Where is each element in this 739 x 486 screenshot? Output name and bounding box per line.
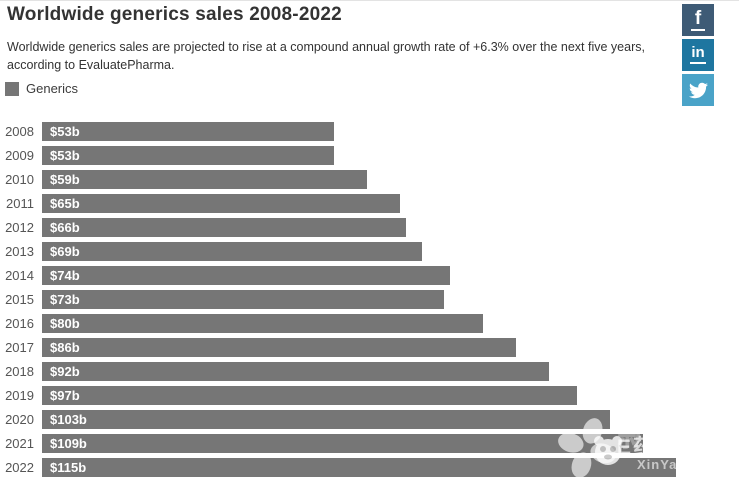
year-axis-label: 2009: [5, 147, 34, 163]
year-axis-label: 2022: [5, 459, 34, 475]
chart-row: 2014 $74b: [0, 263, 739, 287]
generics-bar-2012[interactable]: $66b: [42, 217, 406, 237]
bar-value-label: $59b: [50, 171, 80, 187]
generics-bar-2010[interactable]: $59b: [42, 169, 367, 189]
chart-row: 2017 $86b: [0, 335, 739, 359]
year-axis-label: 2016: [5, 315, 34, 331]
year-axis-label: 2014: [5, 267, 34, 283]
year-axis-label: 2010: [5, 171, 34, 187]
chart-subtitle: Worldwide generics sales are projected t…: [7, 40, 645, 72]
chart-row: 2016 $80b: [0, 311, 739, 335]
chart-row: 2013 $69b: [0, 239, 739, 263]
generics-bar-2017[interactable]: $86b: [42, 337, 516, 357]
bar-chart: 2008 $53b 2009 $53b 2010 $59b 2011 $65b 2012 $66b…: [0, 119, 739, 479]
year-axis-label: 2008: [5, 123, 34, 139]
legend-swatch: [5, 81, 19, 96]
generics-bar-2011[interactable]: $65b: [42, 193, 400, 213]
linkedin-share-button[interactable]: in: [682, 39, 714, 71]
generics-bar-2009[interactable]: $53b: [42, 145, 334, 165]
chart-row: 2011 $65b: [0, 191, 739, 215]
chart-row: 2008 $53b: [0, 119, 739, 143]
chart-row: 2020 $103b: [0, 407, 739, 431]
generics-bar-2021[interactable]: $109b: [42, 433, 643, 453]
linkedin-icon: in: [690, 45, 706, 64]
page-title: Worldwide generics sales 2008-2022: [7, 4, 342, 25]
chart-row: 2019 $97b: [0, 383, 739, 407]
year-axis-label: 2013: [5, 243, 34, 259]
generics-bar-2019[interactable]: $97b: [42, 385, 577, 405]
generics-bar-2014[interactable]: $74b: [42, 265, 450, 285]
legend-item-generics[interactable]: Generics: [5, 81, 78, 96]
generics-bar-2015[interactable]: $73b: [42, 289, 444, 309]
generics-bar-2016[interactable]: $80b: [42, 313, 483, 333]
bar-value-label: $80b: [50, 315, 80, 331]
facebook-icon: f: [690, 9, 706, 31]
bar-value-label: $115b: [50, 459, 87, 475]
generics-bar-2008[interactable]: $53b: [42, 121, 334, 141]
year-axis-label: 2021: [5, 435, 34, 451]
legend-label: Generics: [26, 81, 79, 96]
year-axis-label: 2019: [5, 387, 34, 403]
bar-value-label: $109b: [50, 435, 87, 451]
chart-row: 2022 $115b: [0, 455, 739, 479]
twitter-bird-icon: [688, 82, 708, 98]
generics-bar-2018[interactable]: $92b: [42, 361, 549, 381]
chart-row: 2012 $66b: [0, 215, 739, 239]
generics-bar-2022[interactable]: $115b: [42, 457, 676, 477]
chart-row: 2010 $59b: [0, 167, 739, 191]
chart-row: 2015 $73b: [0, 287, 739, 311]
generics-bar-2013[interactable]: $69b: [42, 241, 422, 261]
chart-row: 2009 $53b: [0, 143, 739, 167]
year-axis-label: 2011: [6, 195, 34, 211]
social-share-stack: f in: [682, 4, 714, 109]
facebook-share-button[interactable]: f: [682, 4, 714, 36]
chart-row: 2021 $109b: [0, 431, 739, 455]
chart-row: 2018 $92b: [0, 359, 739, 383]
year-axis-label: 2015: [5, 291, 34, 307]
bar-value-label: $65b: [50, 195, 80, 211]
generics-bar-2020[interactable]: $103b: [42, 409, 610, 429]
twitter-share-button[interactable]: [682, 74, 714, 106]
bar-value-label: $74b: [50, 267, 80, 283]
bar-value-label: $53b: [50, 123, 80, 139]
bar-value-label: $97b: [50, 387, 80, 403]
bar-value-label: $53b: [50, 147, 80, 163]
year-axis-label: 2017: [5, 339, 34, 355]
year-axis-label: 2012: [5, 219, 34, 235]
bar-value-label: $86b: [50, 339, 80, 355]
year-axis-label: 2018: [5, 363, 34, 379]
bar-value-label: $73b: [50, 291, 80, 307]
year-axis-label: 2020: [5, 411, 34, 427]
bar-value-label: $66b: [50, 219, 80, 235]
bar-value-label: $92b: [50, 363, 80, 379]
bar-value-label: $69b: [50, 243, 80, 259]
bar-value-label: $103b: [50, 411, 87, 427]
